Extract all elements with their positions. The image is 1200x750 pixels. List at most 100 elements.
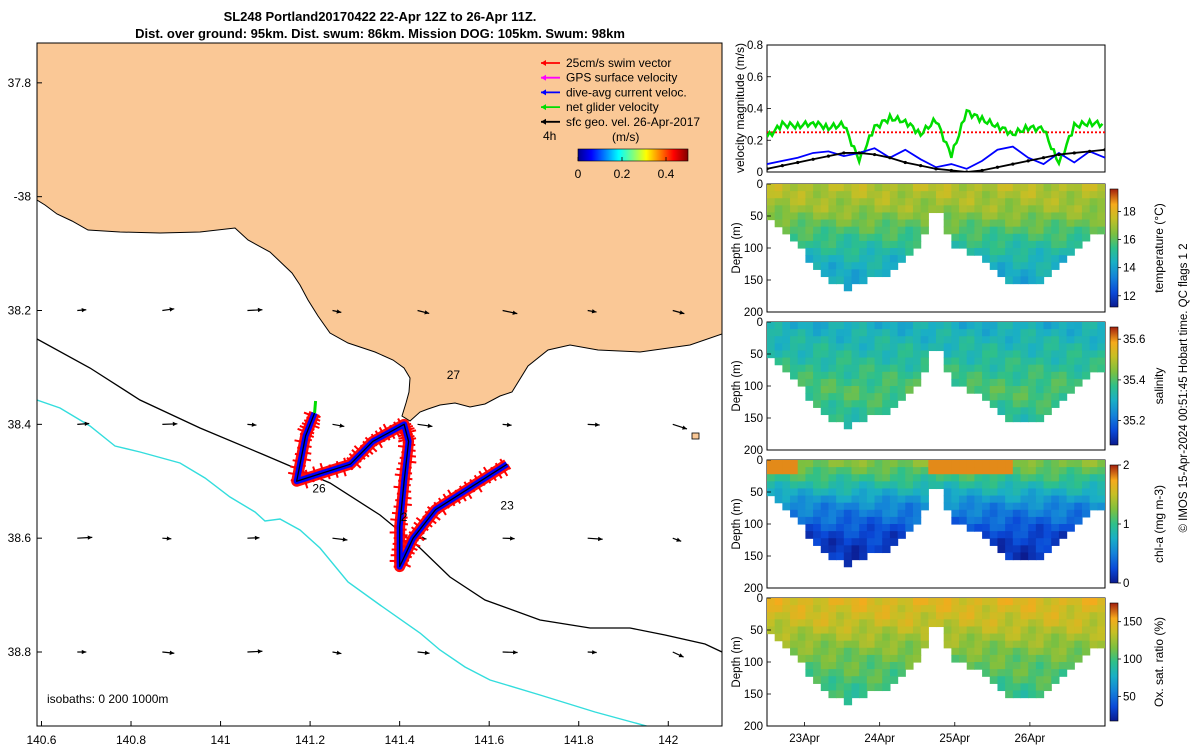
section-cell [905, 240, 914, 249]
section-cell [997, 269, 1006, 278]
section-cell [1043, 495, 1052, 504]
section-cell [797, 605, 807, 613]
section-cell [989, 474, 999, 482]
velocity-panel: 00.20.40.60.8 velocity magnitude (m/s) [733, 40, 1106, 179]
section-cell [1066, 329, 1075, 337]
section-cell [989, 378, 999, 387]
section-cell [805, 255, 814, 263]
section-cell [982, 605, 991, 613]
section-cell [897, 205, 906, 214]
section-cell [1058, 393, 1068, 401]
section-cell [897, 184, 906, 192]
section-cell [897, 531, 906, 539]
section-cell [820, 322, 830, 330]
section-cell [997, 400, 1006, 408]
section-cell [1020, 474, 1029, 482]
section-cell [1035, 683, 1045, 692]
velocity-marker [965, 170, 969, 172]
section-cell [928, 191, 937, 199]
section-cell [797, 343, 807, 352]
section-cell [1028, 400, 1037, 408]
section-cell [1058, 343, 1068, 352]
geo-velocity-arrowhead [676, 537, 682, 542]
section-cell [1058, 329, 1068, 337]
section-cell [912, 654, 922, 663]
section-cell [851, 626, 860, 635]
section-cell [1028, 350, 1037, 359]
section-cell [959, 191, 968, 199]
section-cell [1020, 626, 1029, 635]
section-cell [843, 226, 853, 235]
section-cell [1035, 538, 1045, 546]
section-cell [782, 198, 791, 206]
section-cell [897, 640, 906, 649]
section-cell [836, 474, 845, 482]
section-cell [851, 662, 860, 670]
section-cell [1089, 219, 1098, 228]
isobath-1000m [37, 399, 649, 726]
velocity-marker [1041, 156, 1046, 160]
section-cell [797, 488, 807, 497]
section-cell [866, 191, 876, 199]
section-cell [813, 262, 822, 270]
section-cell [828, 255, 837, 263]
section-cell [889, 184, 899, 192]
section-cell [874, 336, 883, 344]
section-cell [1035, 184, 1045, 192]
section-cell [790, 226, 799, 235]
section-cell [997, 654, 1006, 663]
section-cell [966, 474, 976, 482]
section-cell [974, 626, 983, 635]
section-cell [1058, 633, 1068, 642]
section-cell [859, 538, 868, 546]
section-cell [1089, 336, 1098, 344]
map-y-tick-label: 38.2 [8, 304, 32, 318]
section-cell [997, 460, 1006, 468]
section-cell [997, 198, 1006, 206]
section-cell [813, 612, 822, 620]
section-cell [1043, 364, 1052, 373]
section-cell [866, 683, 876, 692]
section-cell [997, 357, 1006, 366]
section-cell [889, 495, 899, 504]
section-cell [813, 400, 822, 408]
section-cell [1005, 545, 1014, 554]
section-cell [959, 371, 968, 380]
section-cell [974, 524, 983, 532]
section-cell [966, 226, 976, 235]
section-cell [866, 676, 876, 684]
section-cell [828, 205, 837, 214]
section-cell [966, 488, 976, 497]
section-cell [1043, 248, 1052, 256]
section-cell [843, 357, 853, 366]
section-cell [843, 191, 853, 199]
section-cell [1043, 474, 1052, 482]
section-cell [866, 647, 876, 656]
map-x-tick-label: 140.6 [26, 733, 56, 747]
section-cell [859, 364, 868, 373]
section-cell [828, 400, 837, 408]
section-cell [951, 329, 960, 337]
section-cell [851, 205, 860, 214]
section-cell [959, 322, 968, 330]
section-colorbar-tick-label: 0 [1123, 578, 1129, 590]
section-cell [820, 683, 830, 692]
section-cell [1012, 322, 1022, 330]
section-cell [982, 516, 991, 525]
section-cell [897, 481, 906, 490]
section-cell [836, 386, 845, 394]
section-cell [813, 364, 822, 373]
section-cell [1051, 329, 1060, 337]
section-cell [1051, 364, 1060, 373]
section-cell [813, 626, 822, 635]
section-cell [889, 371, 899, 380]
section-cell [1005, 662, 1014, 670]
section-cell [1005, 516, 1014, 525]
section-cell [897, 598, 906, 606]
section-cell [851, 460, 860, 468]
section-cell [1028, 205, 1037, 214]
section-cell [1074, 619, 1083, 628]
section-cell [974, 184, 983, 192]
section-cell [1081, 467, 1091, 475]
section-cell [1097, 640, 1105, 649]
